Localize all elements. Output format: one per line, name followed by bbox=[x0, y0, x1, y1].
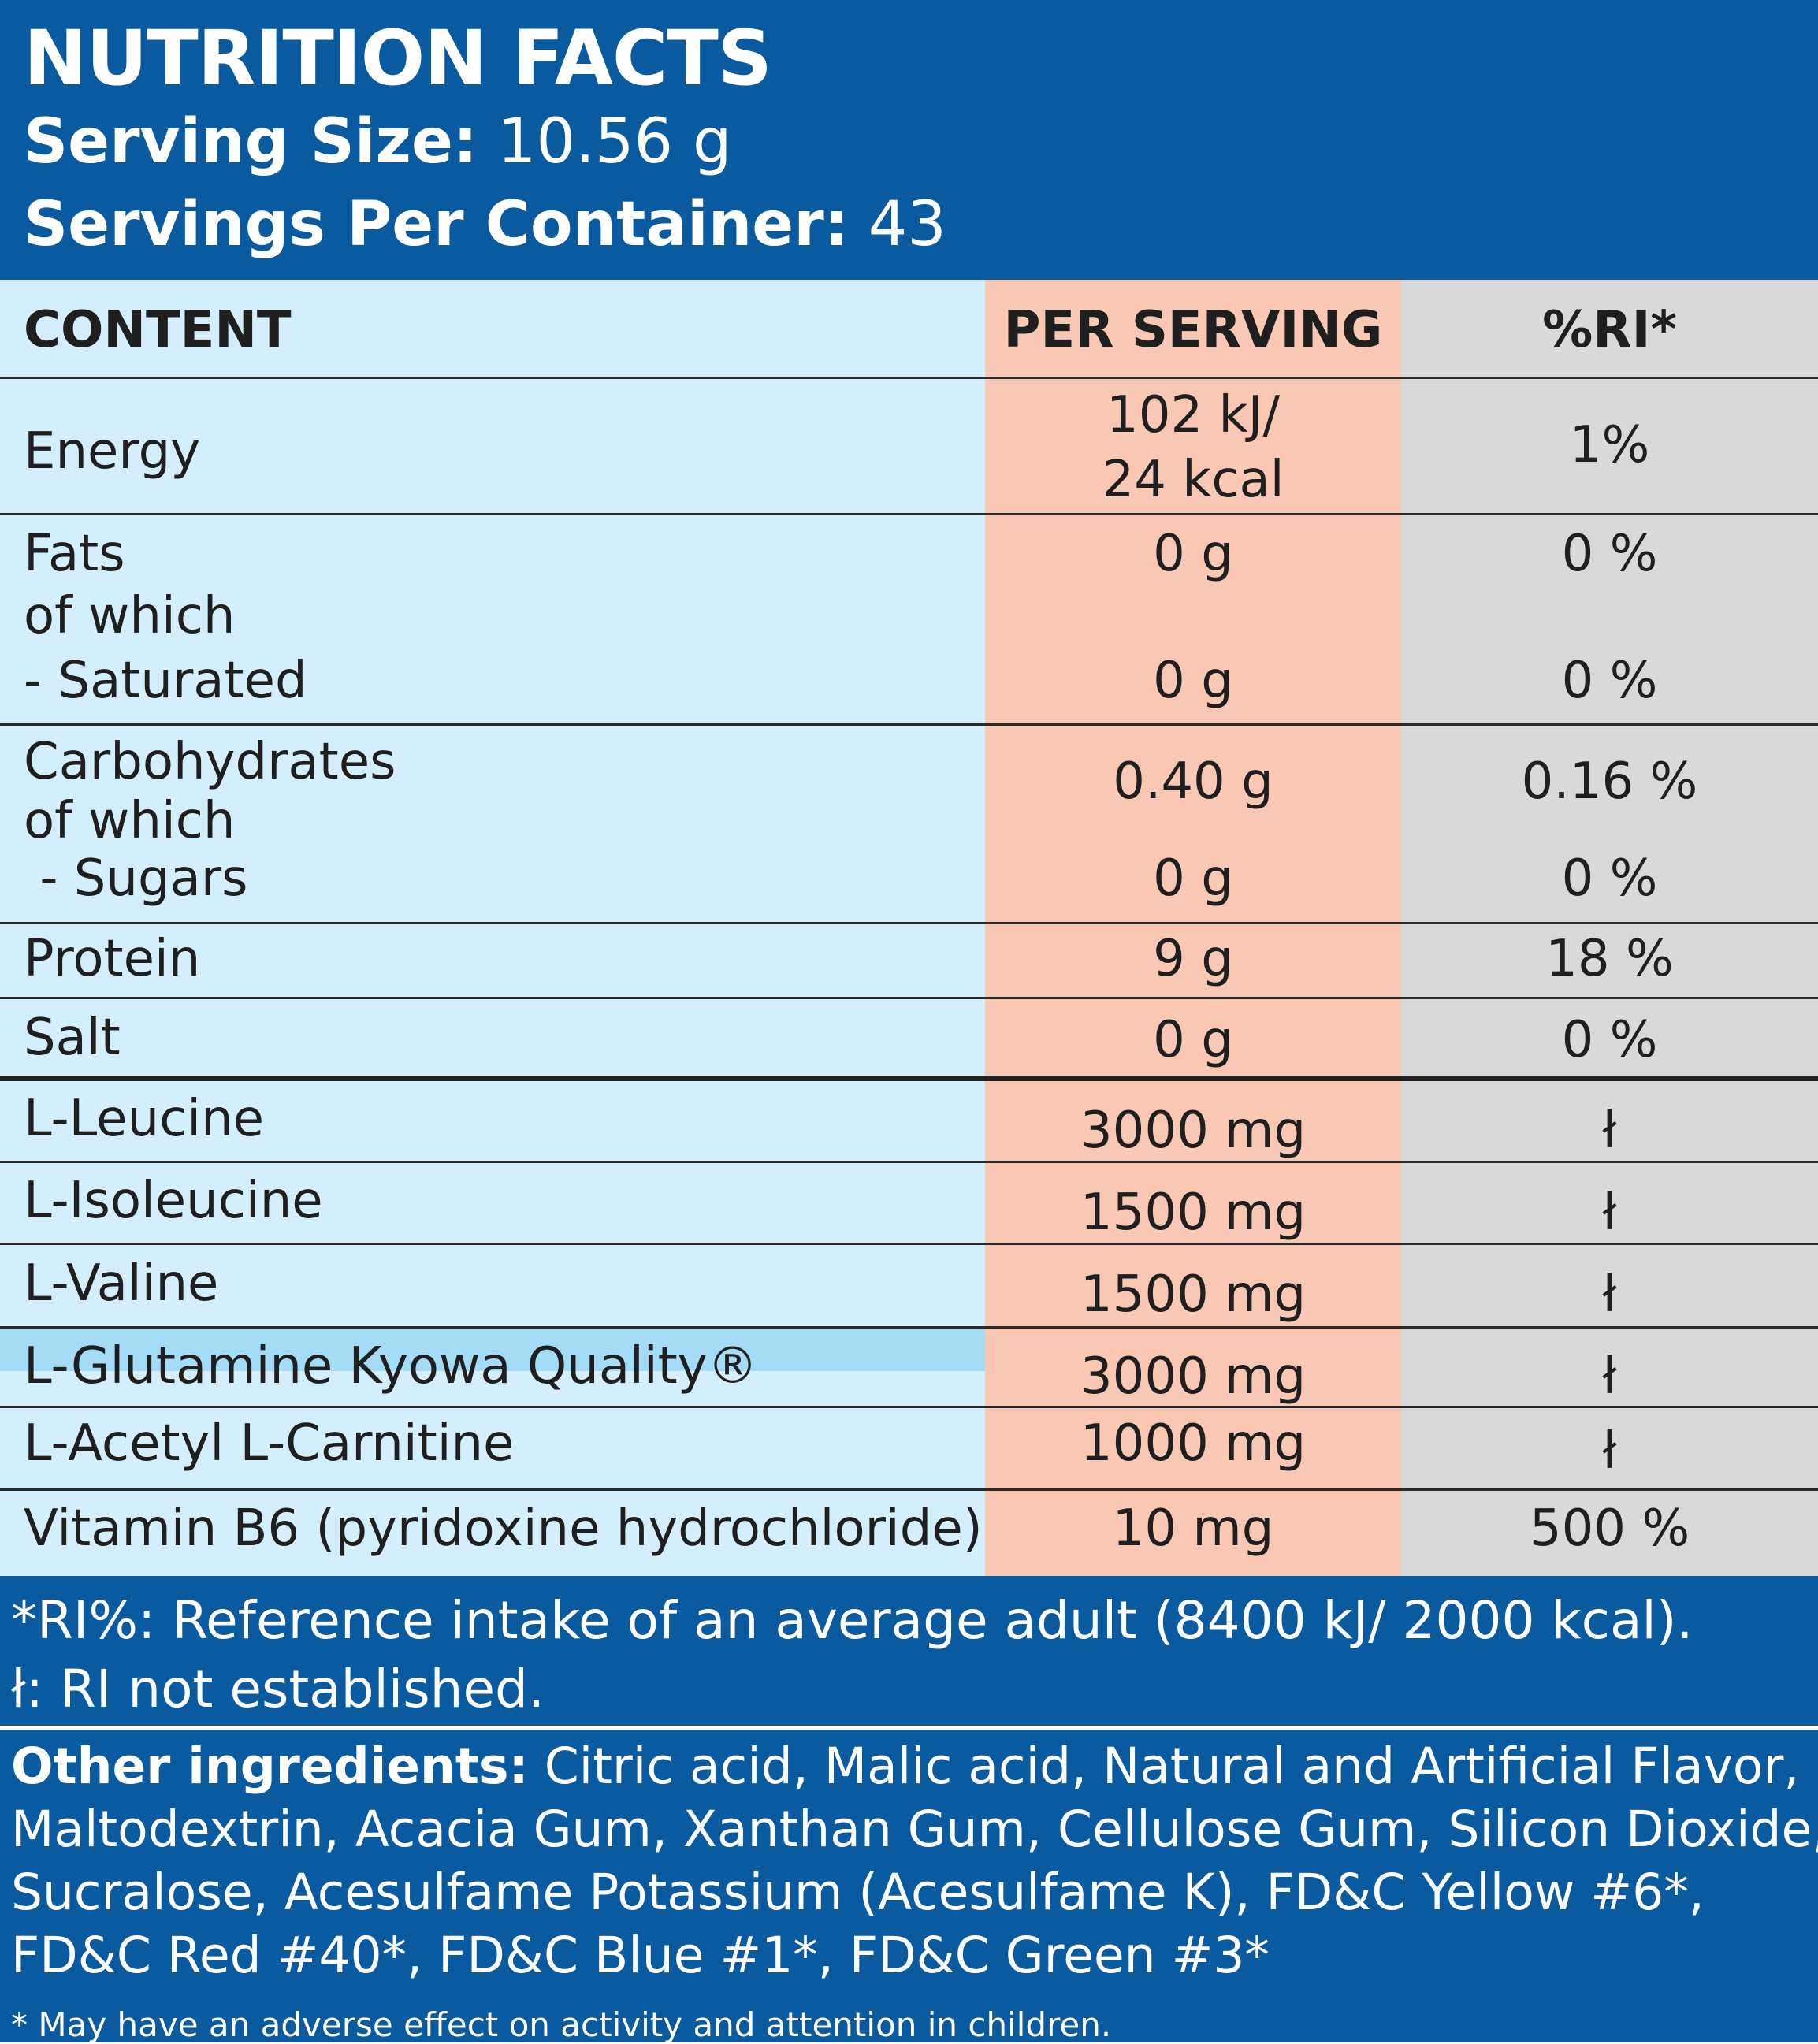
carbs-of-which: of which bbox=[24, 792, 236, 850]
energy-kcal: 24 kcal bbox=[1102, 451, 1284, 509]
ingredients-line-3: Sucralose, Acesulfame Potassium (Acesulf… bbox=[11, 1864, 1705, 1921]
sugars-per: 0 g bbox=[1153, 849, 1233, 908]
saturated-per: 0 g bbox=[1153, 652, 1233, 710]
row-divider bbox=[0, 513, 1818, 515]
energy-kj: 102 kJ/ bbox=[1106, 386, 1280, 444]
carbs-per: 0.40 g bbox=[1113, 753, 1273, 811]
highlight-row-glutamine bbox=[0, 1328, 985, 1371]
b6-ri: 500 % bbox=[1529, 1500, 1690, 1558]
row-divider bbox=[0, 723, 1818, 726]
valine-ri: ł bbox=[1602, 1265, 1617, 1324]
adverse-effect-warning: * May have an adverse effect on activity… bbox=[11, 2005, 1112, 2044]
row-divider bbox=[0, 1161, 1818, 1163]
servings-per-container: Servings Per Container: 43 bbox=[24, 189, 946, 260]
label-title: NUTRITION FACTS bbox=[24, 14, 772, 102]
protein-ri: 18 % bbox=[1545, 930, 1674, 988]
leucine-ri: ł bbox=[1602, 1102, 1617, 1160]
carnitine-per: 1000 mg bbox=[1080, 1414, 1307, 1473]
glutamine-per: 3000 mg bbox=[1080, 1347, 1307, 1406]
valine-label: L-Valine bbox=[24, 1254, 219, 1313]
row-divider bbox=[0, 377, 1818, 379]
saturated-ri: 0 % bbox=[1561, 652, 1658, 710]
serving-size: Serving Size: 10.56 g bbox=[24, 106, 731, 177]
row-divider bbox=[0, 997, 1818, 999]
energy-label: Energy bbox=[24, 422, 201, 481]
ri-column bbox=[1401, 280, 1818, 1576]
isoleucine-per: 1500 mg bbox=[1080, 1184, 1307, 1242]
sugars-ri: 0 % bbox=[1561, 849, 1658, 908]
per-serving-column bbox=[985, 280, 1401, 1576]
row-divider bbox=[0, 1243, 1818, 1245]
b6-per: 10 mg bbox=[1112, 1500, 1274, 1558]
glutamine-label: L-Glutamine Kyowa Quality® bbox=[24, 1337, 758, 1395]
fats-label: Fats bbox=[24, 525, 125, 583]
header-banner: NUTRITION FACTS Serving Size: 10.56 g Se… bbox=[0, 0, 1818, 280]
row-divider bbox=[0, 922, 1818, 924]
leucine-per: 3000 mg bbox=[1080, 1102, 1307, 1160]
glutamine-ri: ł bbox=[1602, 1347, 1617, 1406]
header-per-serving: PER SERVING bbox=[1003, 301, 1383, 359]
fats-of-which: of which bbox=[24, 587, 236, 645]
ingredients-line-2: Maltodextrin, Acacia Gum, Xanthan Gum, C… bbox=[11, 1801, 1818, 1858]
ingredients-line-1: Other ingredients: Citric acid, Malic ac… bbox=[11, 1737, 1799, 1795]
isoleucine-ri: ł bbox=[1602, 1184, 1617, 1242]
footer-divider bbox=[0, 1726, 1818, 1730]
ingredients-line-4: FD&C Red #40*, FD&C Blue #1*, FD&C Green… bbox=[11, 1927, 1270, 1984]
carbs-label: Carbohydrates bbox=[24, 733, 396, 791]
ingredients-label: Other ingredients: bbox=[11, 1737, 529, 1795]
energy-ri: 1% bbox=[1569, 416, 1650, 474]
nutrition-table: CONTENT PER SERVING %RI* Energy 102 kJ/ … bbox=[0, 280, 1818, 1576]
servings-label: Servings Per Container: bbox=[24, 189, 849, 260]
carbs-ri: 0.16 % bbox=[1521, 753, 1698, 811]
salt-ri: 0 % bbox=[1561, 1011, 1658, 1069]
serving-size-label: Serving Size: bbox=[24, 106, 478, 177]
valine-per: 1500 mg bbox=[1080, 1265, 1307, 1324]
section-divider bbox=[0, 1076, 1818, 1081]
ingredients-panel: Other ingredients: Citric acid, Malic ac… bbox=[0, 1730, 1818, 2044]
leucine-label: L-Leucine bbox=[24, 1090, 264, 1148]
row-divider bbox=[0, 1326, 1818, 1329]
b6-label: Vitamin B6 (pyridoxine hydrochloride) bbox=[24, 1500, 983, 1558]
row-divider bbox=[0, 1488, 1818, 1491]
carnitine-ri: ł bbox=[1602, 1422, 1617, 1481]
fats-ri: 0 % bbox=[1561, 525, 1658, 583]
footnote-panel: *RI%: Reference intake of an average adu… bbox=[0, 1576, 1818, 1726]
servings-value: 43 bbox=[848, 189, 946, 260]
ingredients-text-1: Citric acid, Malic acid, Natural and Art… bbox=[528, 1737, 1800, 1795]
protein-label: Protein bbox=[24, 930, 201, 988]
saturated-label: - Saturated bbox=[24, 652, 307, 710]
salt-per: 0 g bbox=[1153, 1011, 1233, 1069]
ri-footnote: *RI%: Reference intake of an average adu… bbox=[11, 1590, 1693, 1651]
row-divider bbox=[0, 1406, 1818, 1408]
protein-per: 9 g bbox=[1153, 930, 1233, 988]
header-content: CONTENT bbox=[24, 301, 292, 359]
serving-size-value: 10.56 g bbox=[478, 106, 732, 177]
isoleucine-label: L-Isoleucine bbox=[24, 1172, 323, 1230]
fats-per: 0 g bbox=[1153, 525, 1233, 583]
header-ri: %RI* bbox=[1542, 301, 1677, 359]
salt-label: Salt bbox=[24, 1009, 121, 1067]
not-established-footnote: ł: RI not established. bbox=[11, 1659, 545, 1719]
sugars-label: - Sugars bbox=[24, 849, 248, 908]
carnitine-label: L-Acetyl L-Carnitine bbox=[24, 1414, 515, 1473]
